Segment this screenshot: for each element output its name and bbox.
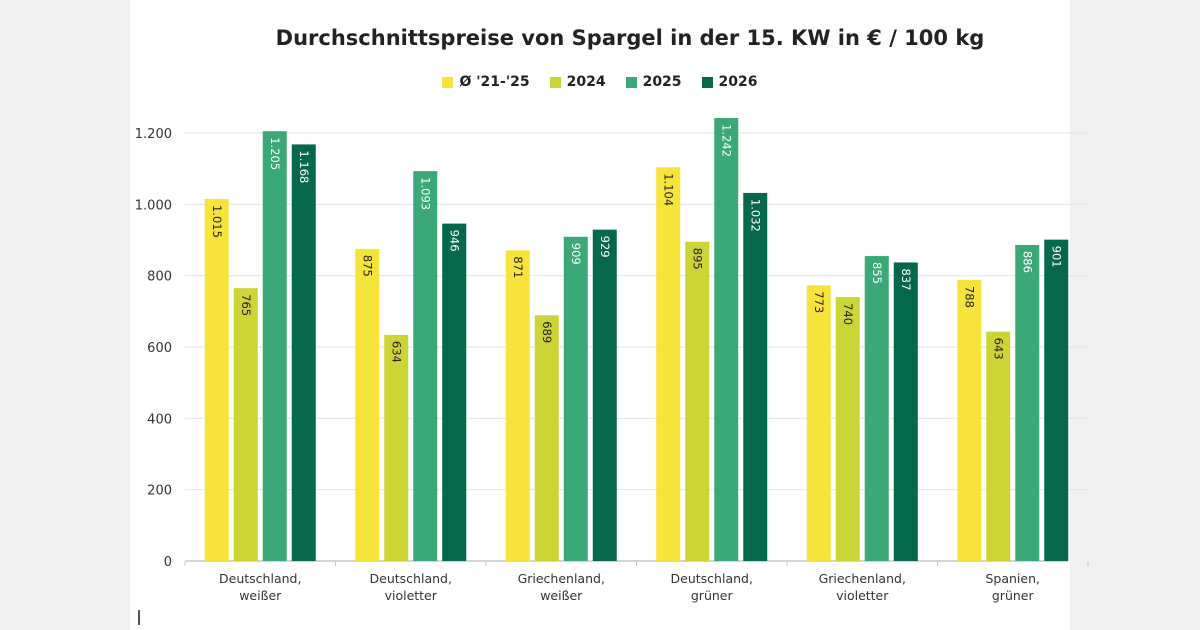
chart-title: Durchschnittspreise von Spargel in der 1… (275, 26, 985, 50)
legend-item: 2024 (549, 74, 606, 90)
x-tick-label: weißer (540, 588, 583, 603)
x-tick-label: Spanien, (985, 571, 1040, 586)
bar (534, 315, 559, 561)
legend-label: 2025 (642, 74, 682, 90)
legend: Ø '21-'25 2024 2025 2026 (0, 74, 1200, 90)
bar (864, 256, 889, 561)
x-tick-label: Griechenland, (819, 571, 906, 586)
data-label: 1.093 (418, 177, 432, 210)
x-tick-label: grüner (691, 588, 734, 603)
bar (505, 250, 530, 562)
data-label: 1.205 (268, 137, 282, 170)
data-label: 946 (447, 230, 461, 252)
data-label: 765 (239, 294, 253, 316)
data-label: 788 (962, 286, 976, 308)
x-tick-label: Deutschland, (370, 571, 452, 586)
bar (893, 262, 918, 561)
data-label: 1.032 (748, 199, 762, 232)
legend-item: 2026 (701, 74, 758, 90)
y-tick-label: 0 (164, 555, 172, 570)
bar (413, 171, 438, 561)
data-label: 773 (812, 291, 826, 313)
y-tick-label: 200 (147, 484, 172, 499)
legend-item: Ø '21-'25 (442, 74, 530, 90)
data-label: 929 (598, 236, 612, 258)
bar (442, 223, 467, 562)
x-tick-label: Griechenland, (518, 571, 605, 586)
data-label: 837 (899, 268, 913, 290)
bar (743, 192, 768, 562)
bar (563, 236, 588, 562)
bar (957, 279, 982, 561)
x-tick-label: weißer (239, 588, 282, 603)
bar (355, 248, 380, 561)
bar (1015, 244, 1040, 561)
y-tick-label: 400 (147, 412, 172, 427)
y-tick-label: 800 (147, 270, 172, 285)
data-label: 909 (569, 243, 583, 265)
y-tick-label: 1.000 (135, 198, 172, 213)
x-tick-label: violetter (836, 588, 889, 603)
bar (1044, 239, 1069, 562)
x-tick-label: Deutschland, (219, 571, 301, 586)
data-label: 855 (870, 262, 884, 284)
bar (204, 198, 229, 561)
data-label: 1.104 (661, 173, 675, 206)
legend-swatch (549, 76, 561, 88)
data-label: 871 (511, 256, 525, 278)
data-label: 740 (841, 303, 855, 325)
data-label: 901 (1049, 246, 1063, 268)
data-label: 875 (360, 255, 374, 277)
data-label: 689 (540, 321, 554, 343)
bar (806, 285, 831, 561)
data-label: 1.015 (210, 205, 224, 238)
bar (986, 331, 1011, 561)
bar (685, 241, 710, 562)
legend-swatch (701, 76, 713, 88)
x-tick-label: violetter (385, 588, 438, 603)
legend-swatch (625, 76, 637, 88)
legend-label: Ø '21-'25 (459, 74, 530, 90)
text-cursor (138, 610, 140, 625)
data-label: 643 (991, 338, 1005, 360)
data-label: 634 (389, 341, 403, 363)
bar (835, 297, 860, 561)
y-tick-label: 600 (147, 341, 172, 356)
data-label: 1.168 (297, 150, 311, 183)
bar (592, 229, 617, 561)
data-label: 1.242 (719, 124, 733, 157)
legend-label: 2026 (718, 74, 758, 90)
bar (233, 288, 258, 561)
bar (291, 144, 316, 561)
legend-label: 2024 (566, 74, 606, 90)
legend-item: 2025 (625, 74, 682, 90)
x-tick-label: Deutschland, (671, 571, 753, 586)
data-label: 895 (690, 248, 704, 270)
bar (384, 334, 409, 561)
legend-swatch (442, 76, 454, 88)
data-label: 886 (1020, 251, 1034, 273)
bar (262, 131, 287, 561)
bar (656, 167, 681, 562)
y-tick-label: 1.200 (135, 127, 172, 142)
bar (714, 118, 739, 562)
x-tick-label: grüner (992, 588, 1035, 603)
